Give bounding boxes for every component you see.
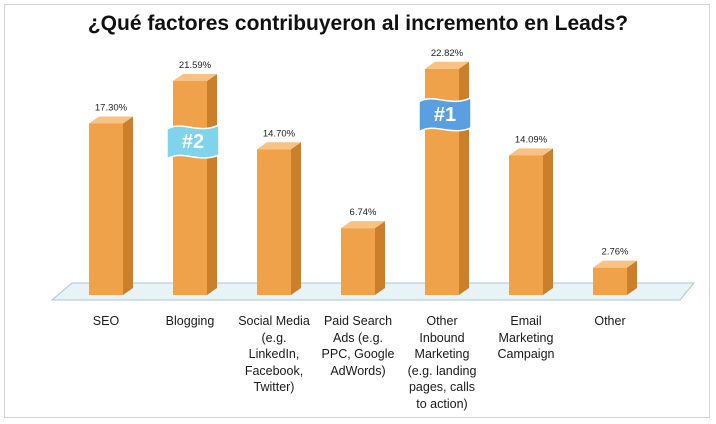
bar-top — [257, 142, 301, 150]
bar — [509, 155, 543, 295]
bar-side — [123, 116, 133, 295]
value-label: 6.74% — [350, 207, 377, 218]
bar-top — [173, 73, 217, 81]
value-label: 14.09% — [515, 134, 548, 145]
bar — [341, 228, 375, 295]
chart-title: ¿Qué factores contribuyeron al increment… — [87, 12, 629, 35]
category-label: Other Inbound Marketing (e.g. landing pa… — [407, 314, 477, 411]
value-label: 17.30% — [95, 103, 128, 114]
bar-side — [291, 142, 301, 295]
category-label: Blogging — [165, 314, 215, 328]
bar-side — [543, 148, 553, 295]
bar-side — [627, 260, 637, 295]
bar-top — [341, 221, 385, 229]
bar-top — [593, 260, 637, 268]
value-label: 22.82% — [431, 48, 464, 59]
bar — [593, 267, 627, 295]
bar — [257, 149, 291, 295]
bar-side — [207, 73, 217, 296]
bar — [89, 123, 123, 295]
bar — [173, 80, 207, 296]
category-label: SEO — [92, 314, 120, 328]
category-label: Paid Search Ads (e.g. PPC, Google AdWord… — [321, 314, 395, 378]
bar-side — [375, 221, 385, 295]
category-label: Email Marketing Campaign — [497, 314, 555, 361]
bar-top — [509, 148, 553, 156]
bar-top — [89, 116, 133, 124]
rank-badge — [418, 96, 472, 134]
rank-badge — [166, 123, 220, 161]
value-label: 2.76% — [602, 247, 629, 258]
category-label: Social Media (e.g. LinkedIn, Facebook, T… — [238, 314, 310, 394]
rank-badge-label: #1 — [434, 104, 456, 126]
bar-side — [459, 61, 469, 295]
category-label: Other — [594, 314, 626, 328]
value-label: 14.70% — [263, 128, 296, 139]
value-label: 21.59% — [179, 60, 212, 71]
bar-top — [425, 61, 469, 69]
rank-badge-label: #2 — [182, 131, 204, 153]
